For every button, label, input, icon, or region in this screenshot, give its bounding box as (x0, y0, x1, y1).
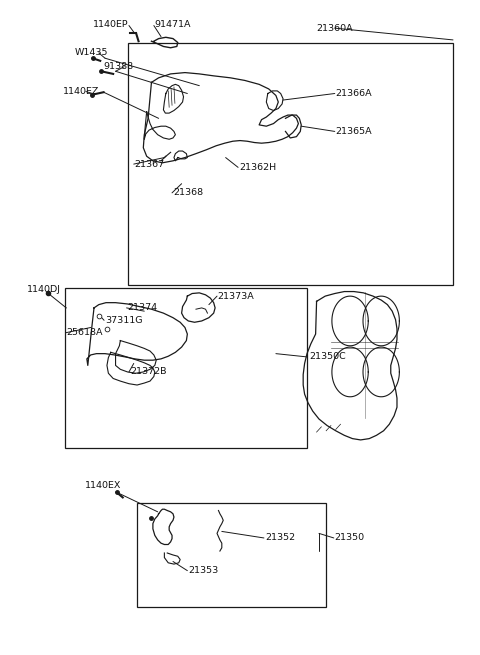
Text: 1140EX: 1140EX (84, 481, 121, 490)
Text: 21365A: 21365A (336, 127, 372, 136)
Bar (128, 43, 453, 285)
Text: W1435: W1435 (75, 48, 108, 58)
Text: 1140EP: 1140EP (93, 20, 129, 29)
Text: 21353: 21353 (188, 566, 218, 575)
Text: 37311G: 37311G (105, 316, 143, 325)
Text: 21366A: 21366A (336, 89, 372, 98)
Text: 1140EZ: 1140EZ (63, 87, 99, 96)
Text: 1140DJ: 1140DJ (27, 285, 61, 294)
Text: 21350: 21350 (335, 533, 365, 542)
Text: 21372B: 21372B (130, 367, 167, 377)
Text: 21374: 21374 (128, 303, 157, 312)
Text: 91471A: 91471A (155, 20, 192, 29)
Text: 21360A: 21360A (317, 24, 353, 33)
Text: 25618A: 25618A (67, 328, 103, 337)
Text: 21352: 21352 (265, 533, 295, 542)
Text: 21362H: 21362H (239, 163, 276, 172)
Text: 21373A: 21373A (217, 291, 254, 301)
Text: 21350C: 21350C (310, 352, 346, 362)
Text: 21367: 21367 (135, 160, 165, 168)
Bar (65, 288, 307, 449)
Bar (137, 502, 326, 607)
Text: 21368: 21368 (173, 189, 203, 197)
Text: 91388: 91388 (104, 62, 134, 71)
